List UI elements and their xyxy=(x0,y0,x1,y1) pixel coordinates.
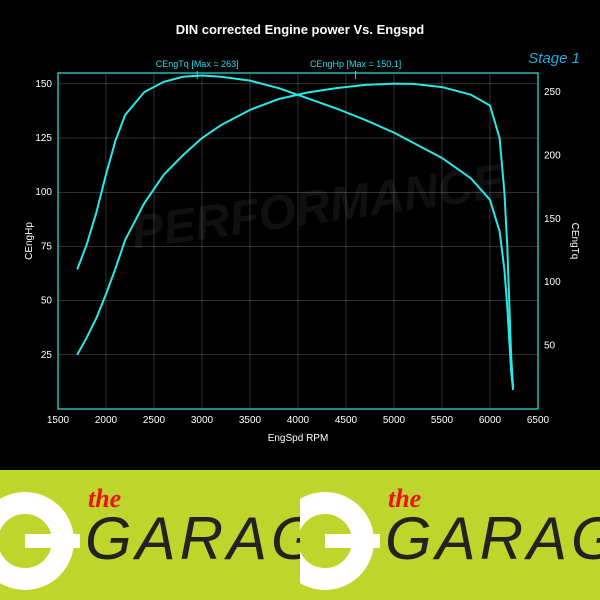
svg-text:3000: 3000 xyxy=(191,415,214,426)
svg-text:2000: 2000 xyxy=(95,415,118,426)
svg-text:50: 50 xyxy=(41,296,53,307)
svg-text:150: 150 xyxy=(544,214,561,225)
svg-text:3500: 3500 xyxy=(239,415,262,426)
footer-logos: the GARAGE the GARAGE xyxy=(0,470,600,600)
svg-text:100: 100 xyxy=(544,277,561,288)
svg-text:4000: 4000 xyxy=(287,415,310,426)
svg-text:6000: 6000 xyxy=(479,415,502,426)
svg-text:2500: 2500 xyxy=(143,415,166,426)
svg-text:CEngTq [Max = 263]: CEngTq [Max = 263] xyxy=(156,59,239,69)
dyno-chart-svg: 1500 2000 2500 3000 3500 4000 4500 5000 5500 6000… xyxy=(20,43,580,453)
svg-text:125: 125 xyxy=(35,133,52,144)
logo-right: the GARAGE xyxy=(300,470,600,600)
svg-text:6500: 6500 xyxy=(527,415,550,426)
svg-text:150: 150 xyxy=(35,79,52,90)
svg-text:5000: 5000 xyxy=(383,415,406,426)
chart-title: DIN corrected Engine power Vs. Engspd xyxy=(0,22,600,37)
stage-label: Stage 1 xyxy=(528,50,580,67)
svg-text:CEngTq: CEngTq xyxy=(569,223,580,260)
wrench-g-icon xyxy=(300,486,380,596)
svg-text:CEngHp [Max = 150.1]: CEngHp [Max = 150.1] xyxy=(310,59,401,69)
logo-garage: GARAGE xyxy=(385,504,600,573)
svg-text:CEngHp: CEngHp xyxy=(24,222,35,260)
svg-text:100: 100 xyxy=(35,187,52,198)
svg-text:4500: 4500 xyxy=(335,415,358,426)
svg-text:50: 50 xyxy=(544,341,556,352)
dyno-chart-panel: PERFORMANCE DIN corrected Engine power V… xyxy=(0,0,600,470)
svg-text:1500: 1500 xyxy=(47,415,70,426)
wrench-g-icon xyxy=(0,486,80,596)
svg-text:75: 75 xyxy=(41,241,53,252)
logo-left: the GARAGE xyxy=(0,470,300,600)
svg-text:25: 25 xyxy=(41,350,53,361)
svg-text:EngSpd RPM: EngSpd RPM xyxy=(268,433,329,444)
logo-garage: GARAGE xyxy=(85,504,300,573)
svg-text:200: 200 xyxy=(544,150,561,161)
svg-text:5500: 5500 xyxy=(431,415,454,426)
svg-text:250: 250 xyxy=(544,87,561,98)
